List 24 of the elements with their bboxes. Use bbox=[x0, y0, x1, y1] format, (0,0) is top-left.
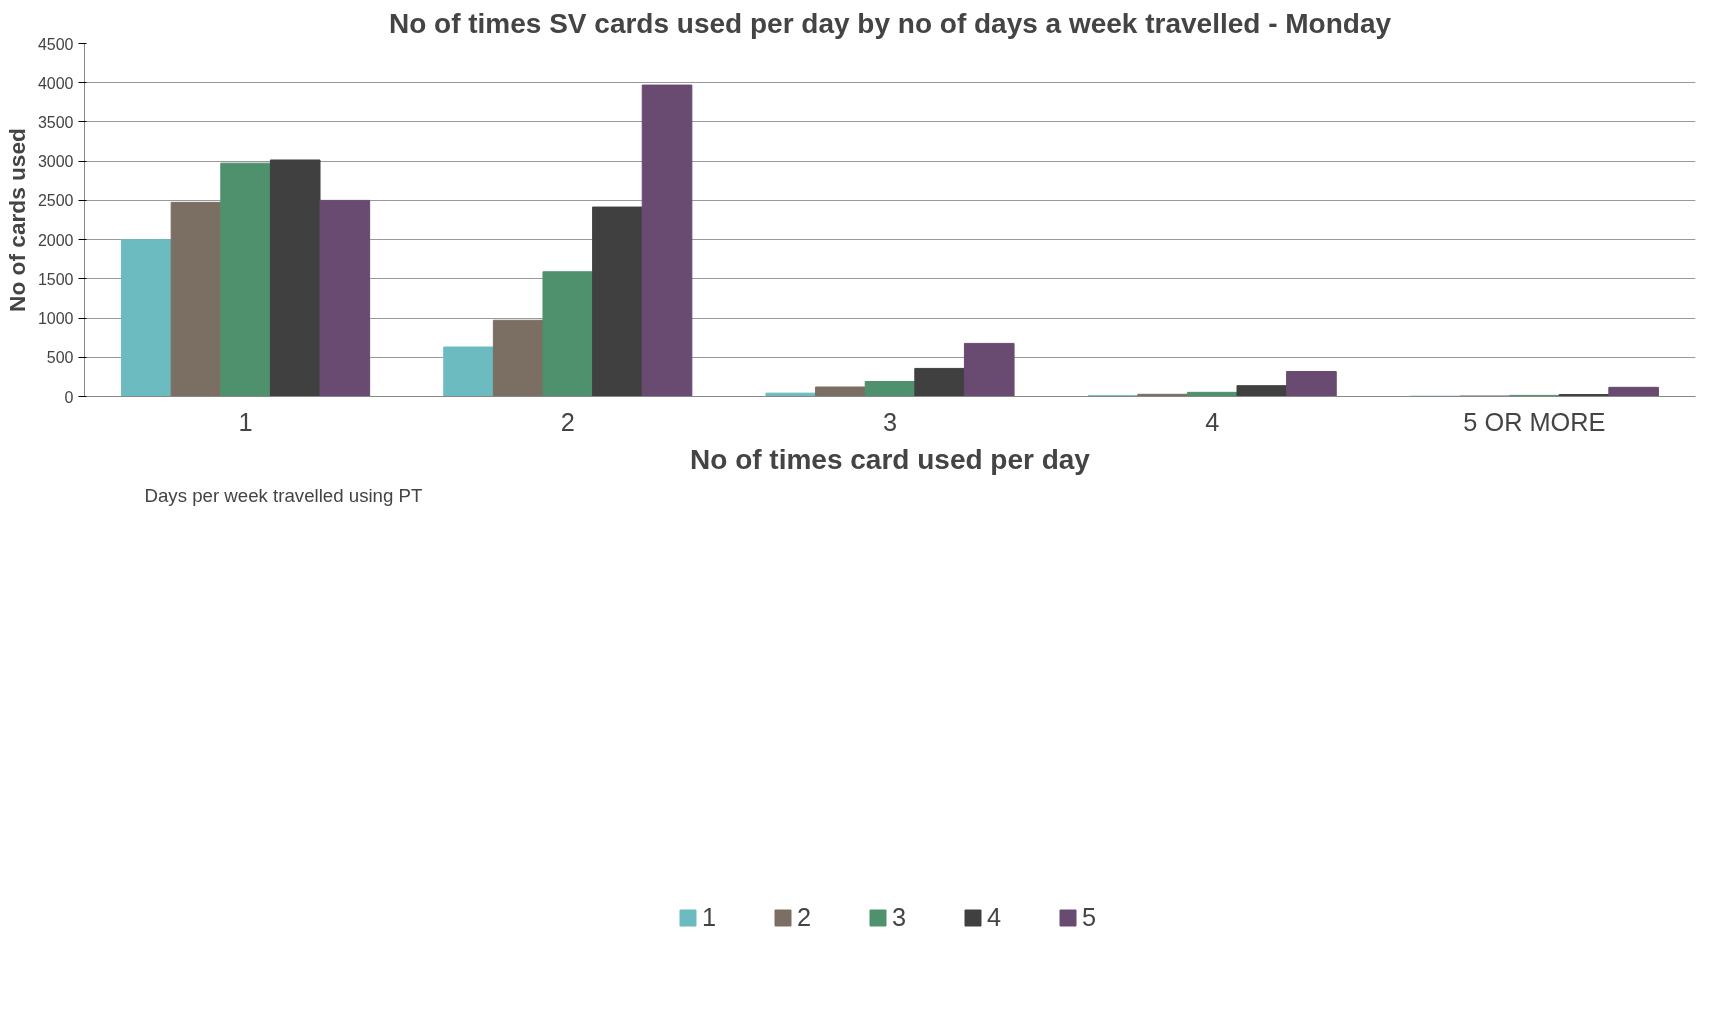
y-tick-label: 4500 bbox=[37, 35, 74, 53]
legend-label: 1 bbox=[702, 902, 718, 932]
y-tick-label: 3500 bbox=[37, 113, 74, 131]
x-tick-label: 3 bbox=[882, 407, 898, 436]
x-tick-label: 4 bbox=[1205, 407, 1220, 436]
y-tick-label: 2500 bbox=[37, 192, 74, 210]
legend-label: 4 bbox=[987, 902, 1003, 932]
y-tick-label: 3000 bbox=[37, 153, 74, 171]
legend-label: 3 bbox=[892, 902, 908, 932]
y-tick-label: 4000 bbox=[37, 74, 74, 92]
x-tick-label: 5 OR MORE bbox=[1463, 407, 1606, 436]
chart-title: No of times SV cards used per day by no of days a week travelled - Monday bbox=[388, 7, 1392, 39]
x-axis-title: No of times card used per day bbox=[690, 443, 1091, 475]
y-tick-label: 1000 bbox=[37, 310, 74, 328]
x-tick-label: 2 bbox=[560, 407, 575, 436]
x-tick-label: 1 bbox=[238, 407, 253, 436]
y-tick-label: 1500 bbox=[37, 270, 74, 288]
legend-label: 5 bbox=[1082, 902, 1098, 932]
y-tick-label: 0 bbox=[64, 388, 74, 406]
legend-title: Days per week travelled using PT bbox=[144, 484, 423, 506]
legend-label: 2 bbox=[797, 902, 813, 932]
y-tick-label: 2000 bbox=[37, 231, 74, 249]
y-axis-title: No of cards used bbox=[3, 128, 30, 312]
y-tick-label: 500 bbox=[46, 349, 74, 367]
